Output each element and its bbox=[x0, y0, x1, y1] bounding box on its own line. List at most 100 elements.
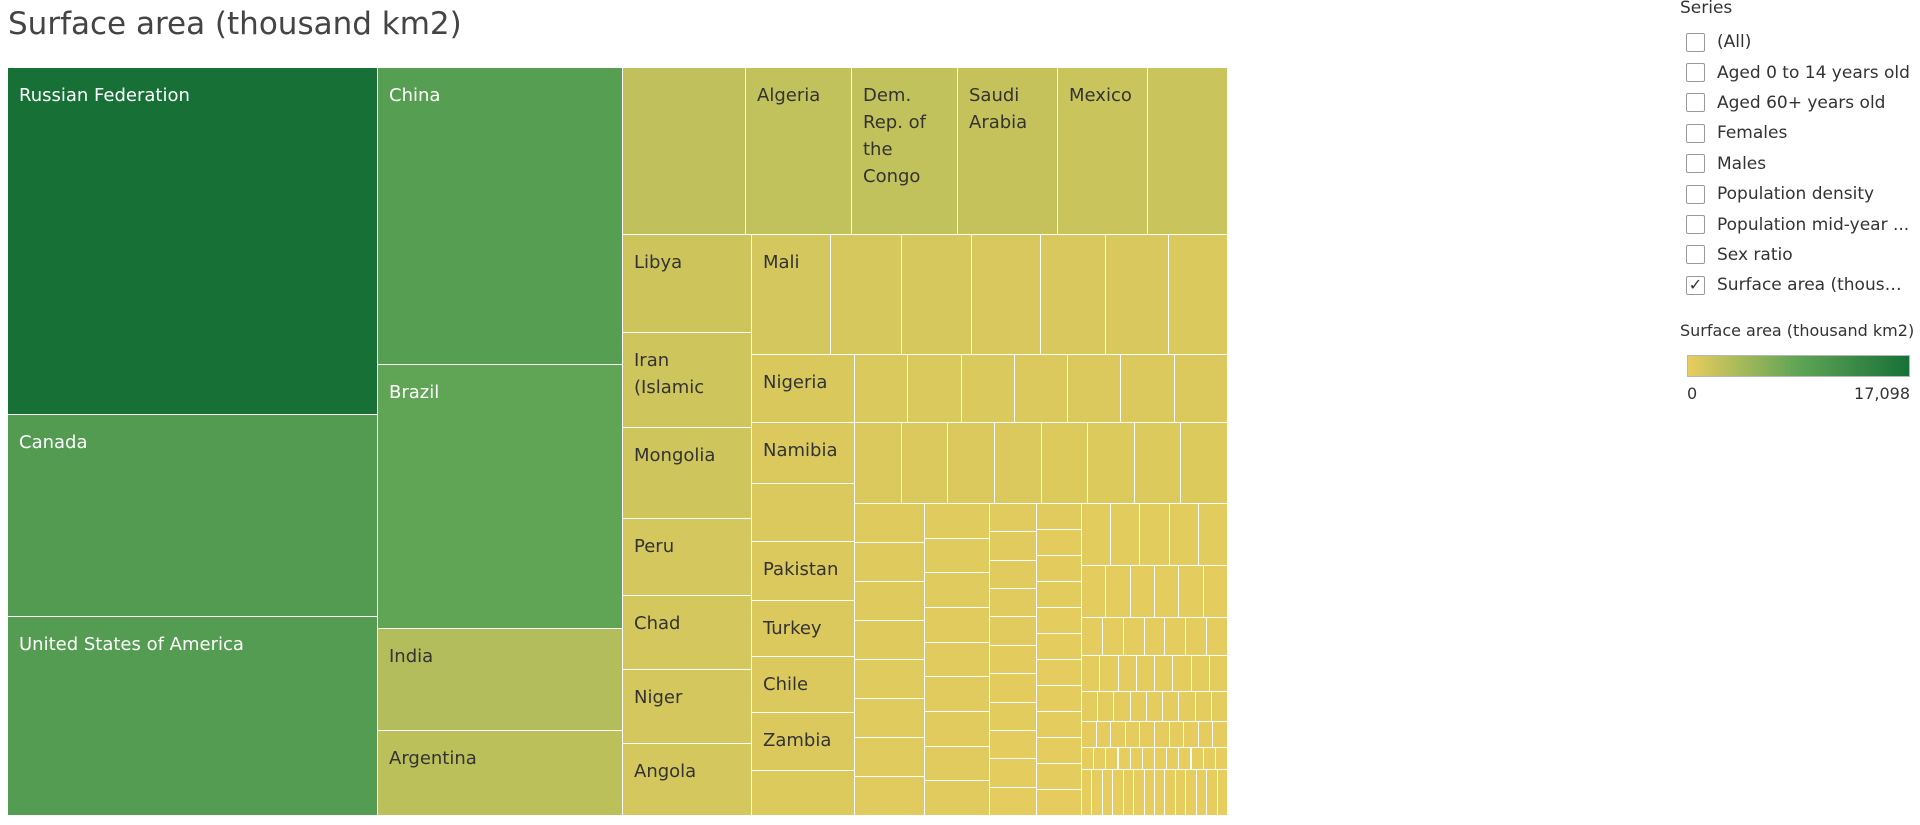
treemap-cell-india[interactable]: India bbox=[378, 629, 623, 731]
treemap-cell-unlabeled[interactable] bbox=[1165, 618, 1187, 656]
treemap-cell-unlabeled[interactable] bbox=[855, 504, 925, 543]
series-option-aged-0-to-14-years-old[interactable]: Aged 0 to 14 years old bbox=[1686, 57, 1911, 87]
treemap-cell-unlabeled[interactable] bbox=[990, 532, 1037, 561]
treemap-cell-unlabeled[interactable] bbox=[1037, 582, 1082, 608]
treemap-cell-unlabeled[interactable] bbox=[1037, 556, 1082, 582]
treemap-cell-niger[interactable]: Niger bbox=[623, 670, 752, 744]
treemap-cell-unlabeled[interactable] bbox=[1169, 722, 1185, 748]
series-option-all[interactable]: (All) bbox=[1686, 27, 1911, 57]
treemap-cell-unlabeled[interactable] bbox=[1037, 504, 1082, 530]
treemap-cell-unlabeled[interactable] bbox=[990, 674, 1037, 703]
treemap-cell-unlabeled[interactable] bbox=[1195, 692, 1212, 722]
treemap-cell-unlabeled[interactable] bbox=[1100, 656, 1119, 692]
treemap-cell-unlabeled[interactable] bbox=[925, 504, 990, 539]
treemap-cell-unlabeled[interactable] bbox=[855, 355, 909, 423]
treemap-cell-unlabeled[interactable] bbox=[908, 355, 962, 423]
series-checkbox[interactable] bbox=[1686, 63, 1705, 83]
series-option-females[interactable]: Females bbox=[1686, 118, 1911, 148]
series-checkbox[interactable] bbox=[1686, 123, 1705, 143]
treemap-cell-unlabeled[interactable] bbox=[831, 235, 902, 355]
treemap-cell-unlabeled[interactable] bbox=[1098, 692, 1115, 722]
treemap-cell-unlabeled[interactable] bbox=[1163, 692, 1180, 722]
treemap-cell-unlabeled[interactable] bbox=[1155, 722, 1170, 748]
treemap-cell-unlabeled[interactable] bbox=[1155, 566, 1180, 618]
treemap-cell-unlabeled[interactable] bbox=[925, 608, 990, 643]
treemap-cell-unlabeled[interactable] bbox=[1114, 692, 1131, 722]
series-option-population-mid-year[interactable]: Population mid-year ... bbox=[1686, 209, 1911, 239]
treemap-cell-unlabeled[interactable] bbox=[1155, 770, 1166, 816]
treemap-cell-unlabeled[interactable] bbox=[1209, 656, 1228, 692]
treemap-cell-unlabeled[interactable] bbox=[1130, 692, 1147, 722]
treemap-cell-unlabeled[interactable] bbox=[623, 68, 746, 235]
treemap-cell-zambia[interactable]: Zambia bbox=[752, 713, 855, 771]
treemap-cell-unlabeled[interactable] bbox=[1198, 722, 1214, 748]
treemap-cell-unlabeled[interactable] bbox=[1136, 656, 1155, 692]
treemap-cell-united-states-of-america[interactable]: United States of America bbox=[8, 617, 378, 816]
treemap-cell-unlabeled[interactable] bbox=[1186, 618, 1208, 656]
treemap-cell-unlabeled[interactable] bbox=[901, 423, 949, 504]
treemap-cell-unlabeled[interactable] bbox=[1041, 423, 1089, 504]
treemap-cell-unlabeled[interactable] bbox=[1144, 770, 1155, 816]
treemap-cell-unlabeled[interactable] bbox=[1181, 423, 1228, 504]
treemap-cell-unlabeled[interactable] bbox=[1169, 504, 1199, 566]
treemap-cell-unlabeled[interactable] bbox=[1203, 566, 1228, 618]
treemap-cell-unlabeled[interactable] bbox=[1037, 530, 1082, 556]
series-checkbox[interactable] bbox=[1686, 154, 1705, 174]
treemap-cell-unlabeled[interactable] bbox=[1092, 770, 1103, 816]
treemap-cell-unlabeled[interactable] bbox=[855, 621, 925, 660]
treemap-cell-unlabeled[interactable] bbox=[1140, 504, 1170, 566]
treemap-cell-unlabeled[interactable] bbox=[1191, 748, 1204, 770]
treemap-cell-unlabeled[interactable] bbox=[1111, 504, 1141, 566]
treemap-cell-unlabeled[interactable] bbox=[1196, 770, 1208, 816]
treemap-cell-nigeria[interactable]: Nigeria bbox=[752, 355, 855, 423]
treemap-cell-unlabeled[interactable] bbox=[1088, 423, 1135, 504]
treemap-cell-unlabeled[interactable] bbox=[990, 617, 1037, 646]
treemap-cell-saudi-arabia[interactable]: Saudi Arabia bbox=[958, 68, 1058, 235]
series-checkbox[interactable]: ✓ bbox=[1686, 275, 1705, 295]
treemap-cell-unlabeled[interactable] bbox=[1106, 566, 1131, 618]
treemap-cell-unlabeled[interactable] bbox=[855, 543, 925, 582]
treemap-cell-unlabeled[interactable] bbox=[1082, 566, 1107, 618]
treemap-cell-unlabeled[interactable] bbox=[990, 589, 1037, 618]
treemap-cell-unlabeled[interactable] bbox=[990, 560, 1037, 590]
treemap-cell-unlabeled[interactable] bbox=[752, 771, 855, 816]
series-checkbox[interactable] bbox=[1686, 184, 1705, 204]
series-checkbox[interactable] bbox=[1686, 32, 1705, 52]
treemap-cell-unlabeled[interactable] bbox=[1215, 748, 1228, 770]
treemap-cell-unlabeled[interactable] bbox=[925, 573, 990, 608]
treemap-cell-chad[interactable]: Chad bbox=[623, 596, 752, 670]
treemap-cell-unlabeled[interactable] bbox=[990, 645, 1037, 675]
treemap-cell-unlabeled[interactable] bbox=[990, 504, 1037, 533]
treemap-cell-unlabeled[interactable] bbox=[1130, 748, 1143, 770]
treemap-cell-unlabeled[interactable] bbox=[1082, 748, 1095, 770]
treemap-cell-unlabeled[interactable] bbox=[752, 484, 855, 542]
treemap-cell-peru[interactable]: Peru bbox=[623, 519, 752, 596]
treemap-cell-unlabeled[interactable] bbox=[1094, 748, 1107, 770]
treemap-cell-unlabeled[interactable] bbox=[1140, 722, 1155, 748]
treemap-cell-unlabeled[interactable] bbox=[1173, 656, 1192, 692]
series-option-surface-area-thousa[interactable]: ✓ Surface area (thousa... bbox=[1686, 270, 1911, 300]
treemap-cell-unlabeled[interactable] bbox=[961, 355, 1015, 423]
treemap-cell-unlabeled[interactable] bbox=[1106, 748, 1119, 770]
treemap-cell-china[interactable]: China bbox=[378, 68, 623, 365]
treemap-cell-unlabeled[interactable] bbox=[1118, 748, 1131, 770]
treemap-cell-unlabeled[interactable] bbox=[1082, 618, 1103, 656]
series-option-males[interactable]: Males bbox=[1686, 149, 1911, 179]
treemap-cell-unlabeled[interactable] bbox=[990, 730, 1037, 760]
treemap-cell-unlabeled[interactable] bbox=[1014, 355, 1069, 423]
treemap-cell-unlabeled[interactable] bbox=[1037, 686, 1082, 712]
treemap-cell-unlabeled[interactable] bbox=[1102, 770, 1114, 816]
treemap-cell-brazil[interactable]: Brazil bbox=[378, 365, 623, 629]
treemap-cell-unlabeled[interactable] bbox=[925, 642, 990, 678]
series-checkbox[interactable] bbox=[1686, 215, 1705, 235]
treemap-cell-unlabeled[interactable] bbox=[1082, 722, 1097, 748]
treemap-cell-unlabeled[interactable] bbox=[1203, 748, 1216, 770]
series-checkbox[interactable] bbox=[1686, 245, 1705, 265]
treemap-cell-unlabeled[interactable] bbox=[1169, 235, 1228, 355]
treemap-cell-namibia[interactable]: Namibia bbox=[752, 423, 855, 484]
treemap-cell-unlabeled[interactable] bbox=[1130, 566, 1155, 618]
treemap-cell-unlabeled[interactable] bbox=[1068, 355, 1122, 423]
treemap-cell-unlabeled[interactable] bbox=[1191, 656, 1210, 692]
treemap-cell-unlabeled[interactable] bbox=[990, 702, 1037, 731]
treemap-cell-unlabeled[interactable] bbox=[855, 738, 925, 777]
